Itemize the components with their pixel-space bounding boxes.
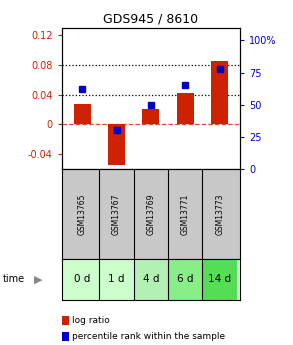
Text: log ratio: log ratio: [72, 316, 110, 325]
Bar: [211, 61, 228, 125]
Text: 4 d: 4 d: [143, 275, 159, 284]
Text: GSM13771: GSM13771: [181, 193, 190, 235]
Text: ▶: ▶: [34, 275, 42, 284]
Text: 6 d: 6 d: [177, 275, 193, 284]
Text: GSM13765: GSM13765: [78, 193, 87, 235]
Text: time: time: [3, 275, 25, 284]
Bar: [65, 259, 99, 300]
Bar: [99, 259, 134, 300]
Title: GDS945 / 8610: GDS945 / 8610: [103, 12, 198, 25]
Text: 0 d: 0 d: [74, 275, 90, 284]
Bar: [134, 259, 168, 300]
Text: 1 d: 1 d: [108, 275, 125, 284]
Bar: [108, 125, 125, 165]
Bar: [74, 104, 91, 125]
Bar: [177, 93, 194, 125]
Bar: [142, 109, 159, 125]
Text: GSM13769: GSM13769: [146, 193, 155, 235]
Text: GSM13773: GSM13773: [215, 193, 224, 235]
Bar: [202, 259, 237, 300]
Bar: [168, 259, 202, 300]
Text: 14 d: 14 d: [208, 275, 231, 284]
Text: GSM13767: GSM13767: [112, 193, 121, 235]
Text: percentile rank within the sample: percentile rank within the sample: [72, 332, 225, 341]
